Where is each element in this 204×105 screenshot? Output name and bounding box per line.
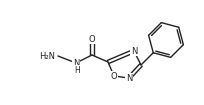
Text: H: H [74, 66, 80, 75]
Text: N: N [131, 47, 137, 56]
Text: H₂N: H₂N [39, 51, 55, 60]
Text: N: N [126, 74, 132, 83]
Text: O: O [111, 72, 117, 81]
Text: O: O [89, 35, 95, 43]
Text: N: N [73, 58, 79, 68]
